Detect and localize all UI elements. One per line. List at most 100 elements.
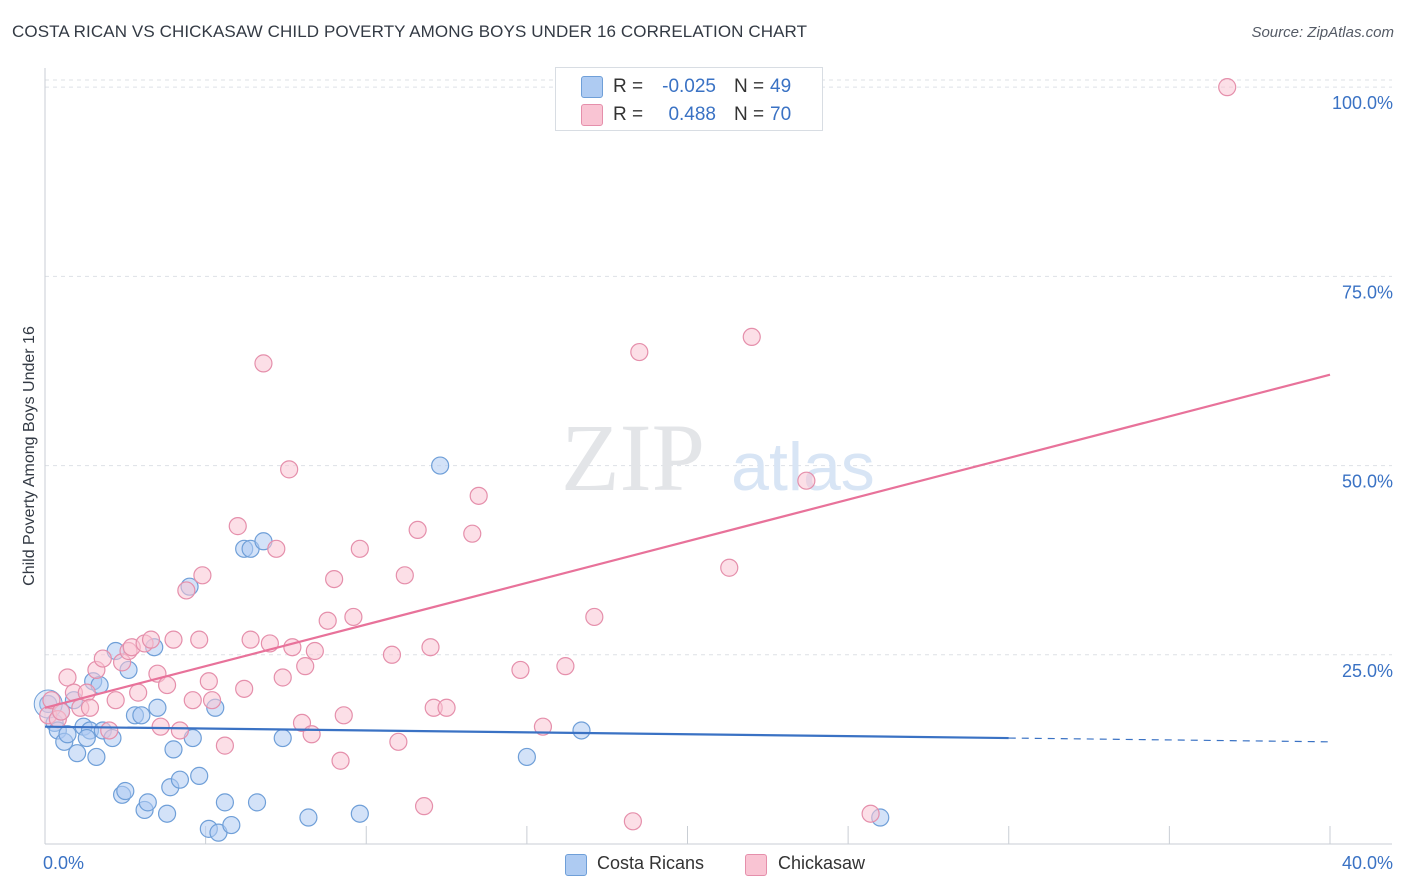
bottom-legend-swatch-chickasaw	[745, 854, 767, 876]
legend-n-label: N =	[734, 76, 765, 97]
legend-n-label: N =	[734, 104, 765, 125]
costa-rican-point	[87, 747, 106, 767]
chickasaw-point	[421, 638, 440, 657]
legend-swatch-chickasaw	[581, 104, 603, 126]
costa-rican-point	[164, 740, 183, 759]
y-tick-label: 25.0%	[1342, 661, 1393, 681]
chickasaw-point	[241, 630, 260, 649]
chickasaw-point	[585, 607, 604, 627]
costa-rican-point	[273, 728, 292, 748]
chickasaw-point	[334, 706, 353, 725]
costa-rican-point	[68, 744, 87, 763]
grid	[45, 79, 1392, 656]
watermark: ZIP atlas	[561, 404, 875, 511]
chickasaw-point	[469, 486, 488, 505]
chickasaw-point	[395, 566, 414, 585]
chickasaw-point	[437, 698, 456, 717]
chickasaw-points	[39, 78, 1237, 831]
chickasaw-point	[141, 630, 161, 649]
chickasaw-point	[157, 675, 177, 695]
chickasaw-point	[556, 657, 575, 676]
y-axis-label: Child Poverty Among Boys Under 16	[21, 326, 38, 586]
source-label: Source: ZipAtlas.com	[1251, 24, 1394, 41]
watermark-atlas: atlas	[731, 429, 875, 505]
chickasaw-point	[382, 645, 402, 664]
chickasaw-point	[193, 566, 212, 585]
costa-rican-point	[247, 793, 267, 812]
chickasaw-point	[164, 630, 183, 649]
chickasaw-point	[202, 691, 222, 710]
costa-rican-point	[222, 815, 241, 835]
chickasaw-point	[80, 698, 100, 717]
chickasaw-point	[861, 804, 880, 823]
chickasaw-point	[414, 797, 434, 816]
chickasaw-point	[93, 649, 112, 668]
costa-rican-point	[132, 706, 151, 725]
chickasaw-point	[296, 657, 315, 676]
costa-rican-point	[431, 456, 450, 475]
trend-lines	[44, 373, 1331, 743]
chickasaw-point	[228, 517, 247, 536]
bottom-legend-swatch-costa-ricans	[565, 854, 587, 876]
chickasaw-point	[273, 668, 292, 687]
chickasaw-point	[151, 717, 170, 736]
chickasaw-point	[742, 327, 761, 347]
costa-rican-point	[170, 770, 190, 789]
legend-r-label: R =	[613, 104, 644, 125]
chickasaw-point	[389, 732, 408, 751]
legend-row-chickasaw: R = 0.488 N = 70	[556, 101, 822, 129]
chickasaw-point	[190, 630, 209, 649]
chickasaw-point	[129, 683, 148, 702]
legend-n-value: 70	[770, 104, 792, 125]
legend-swatch-costa-ricans	[581, 76, 603, 98]
y-tick-label: 75.0%	[1342, 282, 1393, 302]
chickasaw-point	[325, 569, 344, 589]
chickasaw-point	[267, 539, 286, 558]
chickasaw-point	[177, 581, 196, 600]
watermark-zip: ZIP	[561, 404, 705, 511]
costa-rican-point	[215, 793, 234, 812]
costa-rican-point	[116, 781, 135, 801]
costa-rican-point	[572, 721, 591, 740]
chickasaw-point	[331, 751, 350, 770]
costa-rican-point	[350, 804, 369, 823]
chickasaw-trendline	[44, 373, 1331, 709]
chickasaw-point	[408, 520, 427, 540]
chickasaw-point	[305, 641, 324, 661]
costa-ricans-trendline	[44, 725, 1009, 740]
x-tick-label: 0.0%	[43, 853, 84, 873]
chickasaw-point	[720, 558, 739, 577]
costa-ricans-points	[33, 456, 890, 842]
chickasaw-point	[280, 460, 299, 479]
chickasaw-point	[183, 691, 202, 710]
chickasaw-point	[254, 354, 273, 373]
bottom-legend-label-chickasaw: Chickasaw	[778, 853, 866, 873]
costa-rican-point	[77, 728, 96, 748]
chickasaw-point	[350, 539, 369, 558]
chickasaw-point	[630, 342, 649, 362]
costa-rican-point	[58, 725, 77, 744]
chickasaw-point	[1218, 78, 1237, 97]
costa-rican-point	[190, 766, 209, 785]
chickasaw-point	[100, 721, 119, 740]
chickasaw-point	[533, 717, 553, 736]
costa-rican-point	[157, 804, 177, 823]
chickasaw-point	[463, 524, 482, 543]
legend-r-label: R =	[613, 76, 644, 97]
y-tick-label: 100.0%	[1332, 93, 1393, 113]
legend-row-costa-ricans: R = -0.025 N = 49	[556, 73, 822, 101]
costa-rican-point	[299, 808, 318, 827]
legend-n-value: 49	[770, 76, 792, 97]
x-tick-label: 40.0%	[1342, 853, 1393, 873]
chart-title: COSTA RICAN VS CHICKASAW CHILD POVERTY A…	[12, 22, 808, 41]
chickasaw-point	[215, 736, 234, 755]
chickasaw-point	[797, 471, 816, 490]
legend-r-value: 0.488	[668, 104, 716, 125]
legend-r-value: -0.025	[662, 76, 716, 97]
chickasaw-point	[106, 691, 125, 710]
bottom-legend-label-costa-ricans: Costa Ricans	[597, 853, 705, 873]
costa-rican-point	[517, 747, 536, 767]
y-tick-label: 50.0%	[1342, 472, 1393, 492]
chickasaw-point	[302, 725, 321, 744]
